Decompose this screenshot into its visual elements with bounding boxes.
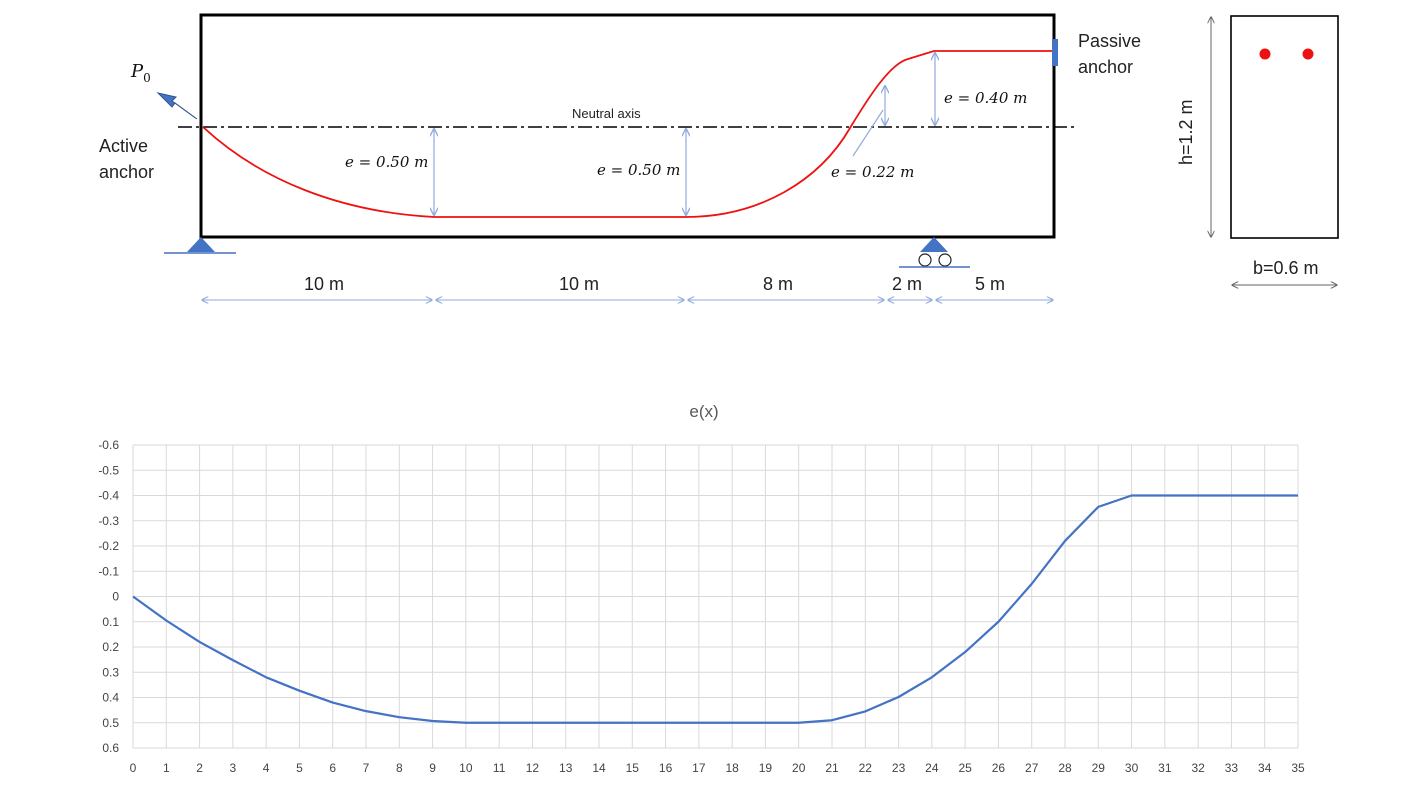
cross-section: h=1.2 m b=0.6 m [1176,15,1339,285]
y-tick-label: 0.1 [102,615,119,629]
x-tick-label: 16 [659,761,673,775]
x-tick-label: 11 [493,761,506,775]
span-label-2: 10 m [559,274,599,294]
y-tick-label: -0.5 [98,463,119,477]
x-tick-label: 14 [592,761,606,775]
x-tick-label: 9 [429,761,436,775]
chart-title: e(x) [689,402,718,421]
passive-anchor-label: Passive anchor [1078,31,1146,77]
x-tick-label: 28 [1058,761,1072,775]
pin-support [164,237,236,254]
span-label-1: 10 m [304,274,344,294]
y-tick-label: 0.3 [102,665,119,679]
x-tick-label: 4 [263,761,270,775]
y-tick-label: -0.1 [98,564,119,578]
x-tick-label: 21 [825,761,839,775]
neutral-axis-label: Neutral axis [572,106,641,121]
x-tick-label: 30 [1125,761,1139,775]
x-tick-label: 15 [626,761,640,775]
x-tick-label: 1 [163,761,170,775]
e2-label: e = 0.50 m [597,161,680,179]
x-tick-label: 25 [958,761,972,775]
x-tick-label: 0 [130,761,137,775]
y-tick-label: 0.2 [102,640,119,654]
span-label-3: 8 m [763,274,793,294]
load-arrow [156,92,198,120]
x-tick-label: 20 [792,761,806,775]
tendon-dot-2 [1302,48,1314,60]
e3-label: e = 0.22 m [831,163,914,181]
x-tick-label: 35 [1291,761,1305,775]
span-label-4: 2 m [892,274,922,294]
x-tick-label: 29 [1092,761,1106,775]
span-dimensions: 10 m 10 m 8 m 2 m 5 m [202,274,1053,300]
x-tick-label: 32 [1191,761,1205,775]
active-anchor-label: Active anchor [99,136,154,182]
beam-outline [199,13,1056,239]
x-tick-label: 24 [925,761,939,775]
section-outline [1230,15,1339,239]
dim-e3-leader [852,109,884,157]
y-tick-label: -0.6 [98,438,119,452]
load-label: P0 [130,61,151,85]
x-tick-label: 8 [396,761,403,775]
beam-diagram: Neutral axis e = 0.50 m e = 0.50 m e = 0… [99,13,1339,300]
passive-anchor-plate [1052,39,1058,66]
x-tick-label: 6 [329,761,336,775]
x-tick-label: 2 [196,761,203,775]
section-width-label: b=0.6 m [1253,258,1319,278]
x-tick-label: 34 [1258,761,1272,775]
section-height-label: h=1.2 m [1176,99,1196,165]
y-tick-label: 0.5 [102,716,119,730]
tendon-dot-1 [1259,48,1271,60]
y-tick-label: 0.6 [102,741,119,755]
x-tick-label: 26 [992,761,1006,775]
y-tick-label: 0 [112,590,119,604]
x-tick-label: 22 [859,761,873,775]
y-tick-label: -0.4 [98,489,119,503]
series-line [132,494,1298,724]
y-tick-label: -0.3 [98,514,119,528]
x-tick-label: 23 [892,761,906,775]
y-tick-labels: -0.6 -0.5 -0.4 -0.3 -0.2 -0.1 0 0.1 0.2 0.3 0.4 0.5… [98,438,119,755]
x-tick-label: 5 [296,761,303,775]
x-tick-label: 12 [526,761,540,775]
roller-support [899,237,970,268]
x-tick-labels: 0 1 2 3 4 5 6 7 8 9 10 11 12 13 14 15 16 17 18 19 20 21 22 23 24… [130,761,1305,775]
eccentricity-chart: e(x) -0.6 -0.5 -0.4 -0.3 -0.2 -0.1 0 0.1 0.2 0.3 0… [98,402,1305,775]
chart-grid [132,444,1299,749]
tendon-profile [202,50,1054,218]
x-tick-label: 3 [230,761,237,775]
e1-label: e = 0.50 m [345,153,428,171]
load-label-sub: 0 [143,71,151,85]
load-label-main: P [130,61,144,82]
y-tick-label: -0.2 [98,539,119,553]
y-tick-label: 0.4 [102,691,119,705]
x-tick-label: 7 [363,761,370,775]
x-tick-label: 33 [1225,761,1239,775]
x-tick-label: 27 [1025,761,1039,775]
e4-label: e = 0.40 m [944,89,1027,107]
x-tick-label: 18 [725,761,739,775]
x-tick-label: 17 [692,761,706,775]
x-tick-label: 31 [1158,761,1172,775]
x-tick-label: 19 [759,761,773,775]
x-tick-label: 10 [459,761,473,775]
x-tick-label: 13 [559,761,573,775]
span-label-5: 5 m [975,274,1005,294]
